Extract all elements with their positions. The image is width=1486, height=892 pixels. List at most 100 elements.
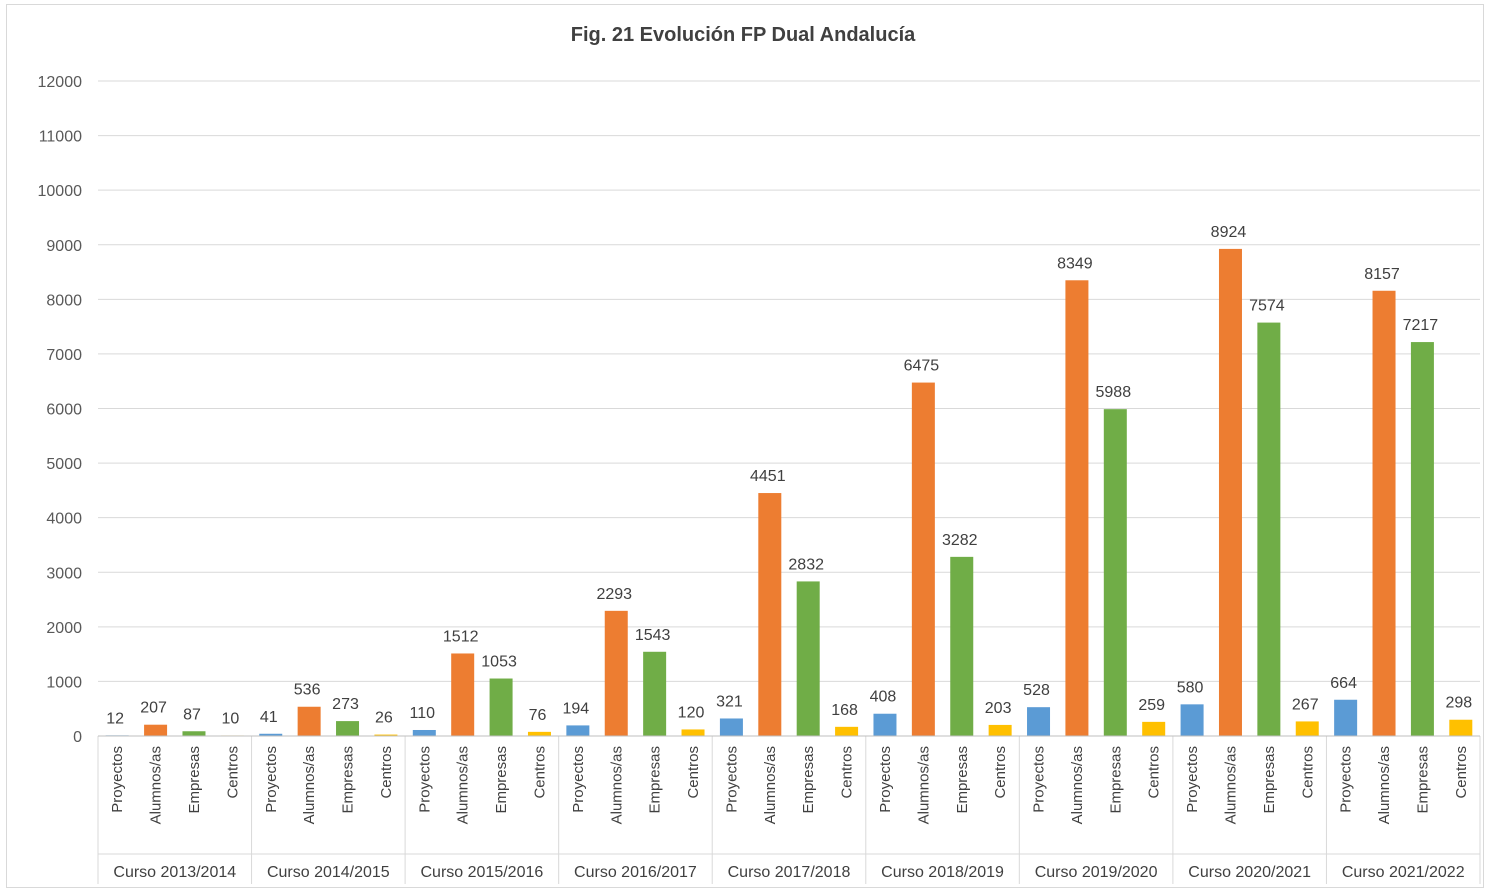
data-label: 298 xyxy=(1445,695,1472,712)
group-label: Curso 2021/2022 xyxy=(1342,864,1465,881)
y-tick-label: 3000 xyxy=(46,565,82,582)
data-label: 6475 xyxy=(904,358,940,375)
data-label: 3282 xyxy=(942,532,978,549)
bar-empresas xyxy=(1410,342,1434,736)
x-tick-label: Alumnos/as xyxy=(1222,746,1239,824)
bar-centros xyxy=(1449,719,1473,736)
bar-alumnosas xyxy=(297,706,321,736)
bar-alumnosas xyxy=(1218,248,1242,737)
x-tick-label: Proyectos xyxy=(1338,746,1355,813)
y-tick-label: 9000 xyxy=(46,238,82,255)
bar-empresas xyxy=(1257,322,1281,736)
data-label: 536 xyxy=(294,682,321,699)
data-label: 110 xyxy=(410,705,436,722)
bar-proyectos xyxy=(719,718,743,736)
x-tick-label: Centros xyxy=(224,746,241,799)
group-label: Curso 2018/2019 xyxy=(881,864,1004,881)
x-tick-label: Alumnos/as xyxy=(915,746,932,824)
data-label: 12 xyxy=(106,710,124,727)
x-tick-label: Empresas xyxy=(1414,746,1431,814)
x-tick-label: Alumnos/as xyxy=(148,746,165,824)
x-tick-label: Centros xyxy=(378,746,395,799)
x-tick-label: Proyectos xyxy=(416,746,433,813)
y-tick-label: 8000 xyxy=(46,292,82,309)
data-label: 5988 xyxy=(1096,384,1132,401)
data-label: 203 xyxy=(985,700,1012,717)
x-tick-label: Empresas xyxy=(954,746,971,814)
bar-empresas xyxy=(182,731,206,736)
y-tick-label: 12000 xyxy=(38,74,83,91)
bar-proyectos xyxy=(412,729,436,736)
x-tick-label: Empresas xyxy=(647,746,664,814)
data-label: 168 xyxy=(831,702,858,719)
y-tick-label: 6000 xyxy=(46,402,82,419)
group-label: Curso 2020/2021 xyxy=(1188,864,1311,881)
x-tick-label: Proyectos xyxy=(1031,746,1048,813)
bar-proyectos xyxy=(1334,699,1358,736)
y-tick-label: 7000 xyxy=(46,347,82,364)
bar-empresas xyxy=(796,581,820,736)
x-tick-label: Proyectos xyxy=(723,746,740,813)
x-tick-label: Proyectos xyxy=(109,746,126,813)
bar-alumnosas xyxy=(451,653,475,736)
data-label: 259 xyxy=(1138,697,1165,714)
data-label: 87 xyxy=(183,706,201,723)
bar-proyectos xyxy=(873,713,897,736)
y-tick-label: 10000 xyxy=(38,183,83,200)
x-tick-label: Centros xyxy=(839,746,856,799)
bar-centros xyxy=(835,726,859,736)
chart-title: Fig. 21 Evolución FP Dual Andalucía xyxy=(570,24,916,46)
x-tick-label: Alumnos/as xyxy=(455,746,472,824)
group-label: Curso 2015/2016 xyxy=(421,864,544,881)
data-label: 1512 xyxy=(443,628,479,645)
data-label: 4451 xyxy=(750,468,786,485)
x-tick-label: Centros xyxy=(531,746,548,799)
data-label: 8349 xyxy=(1057,255,1093,272)
y-tick-label: 11000 xyxy=(39,129,82,146)
y-tick-label: 1000 xyxy=(46,674,82,691)
x-tick-label: Empresas xyxy=(800,746,817,814)
x-tick-label: Alumnos/as xyxy=(762,746,779,824)
bar-alumnosas xyxy=(144,724,168,736)
bar-proyectos xyxy=(566,725,590,736)
data-label: 2832 xyxy=(788,556,824,573)
x-tick-label: Empresas xyxy=(186,746,203,814)
data-label: 2293 xyxy=(596,586,632,603)
x-tick-label: Centros xyxy=(1299,746,1316,799)
bar-proyectos xyxy=(1180,704,1204,736)
bar-alumnosas xyxy=(1065,280,1089,736)
group-label: Curso 2017/2018 xyxy=(728,864,851,881)
bar-centros xyxy=(988,724,1012,736)
group-label: Curso 2016/2017 xyxy=(574,864,697,881)
x-tick-label: Alumnos/as xyxy=(608,746,625,824)
x-tick-label: Empresas xyxy=(1261,746,1278,814)
x-tick-label: Alumnos/as xyxy=(301,746,318,824)
x-tick-label: Empresas xyxy=(340,746,357,814)
data-label: 7574 xyxy=(1249,298,1285,315)
data-label: 207 xyxy=(140,700,167,717)
data-label: 664 xyxy=(1330,675,1357,692)
bar-centros xyxy=(374,734,398,736)
bar-empresas xyxy=(336,721,360,736)
y-tick-label: 5000 xyxy=(46,456,82,473)
bar-proyectos xyxy=(259,733,283,736)
data-label: 76 xyxy=(529,707,547,724)
data-label: 273 xyxy=(332,696,359,713)
bar-empresas xyxy=(643,651,667,736)
data-label: 26 xyxy=(375,710,393,727)
bar-alumnosas xyxy=(1372,290,1396,736)
x-tick-label: Proyectos xyxy=(263,746,280,813)
x-tick-label: Proyectos xyxy=(1184,746,1201,813)
bar-empresas xyxy=(1103,409,1127,736)
data-label: 528 xyxy=(1023,682,1050,699)
x-tick-label: Centros xyxy=(685,746,702,799)
bar-centros xyxy=(1295,721,1319,736)
data-label: 8157 xyxy=(1364,266,1400,283)
bar-centros xyxy=(1142,721,1166,736)
data-label: 1543 xyxy=(635,627,671,644)
data-label: 408 xyxy=(870,689,897,706)
y-tick-label: 2000 xyxy=(46,620,82,637)
x-tick-label: Centros xyxy=(992,746,1009,799)
bar-alumnosas xyxy=(604,610,628,736)
